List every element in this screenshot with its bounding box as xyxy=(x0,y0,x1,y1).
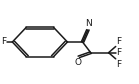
Text: O: O xyxy=(75,58,82,67)
Text: F: F xyxy=(116,37,121,46)
Text: F: F xyxy=(1,37,6,47)
Text: F: F xyxy=(117,48,122,57)
Text: N: N xyxy=(85,19,92,28)
Text: F: F xyxy=(116,60,121,69)
